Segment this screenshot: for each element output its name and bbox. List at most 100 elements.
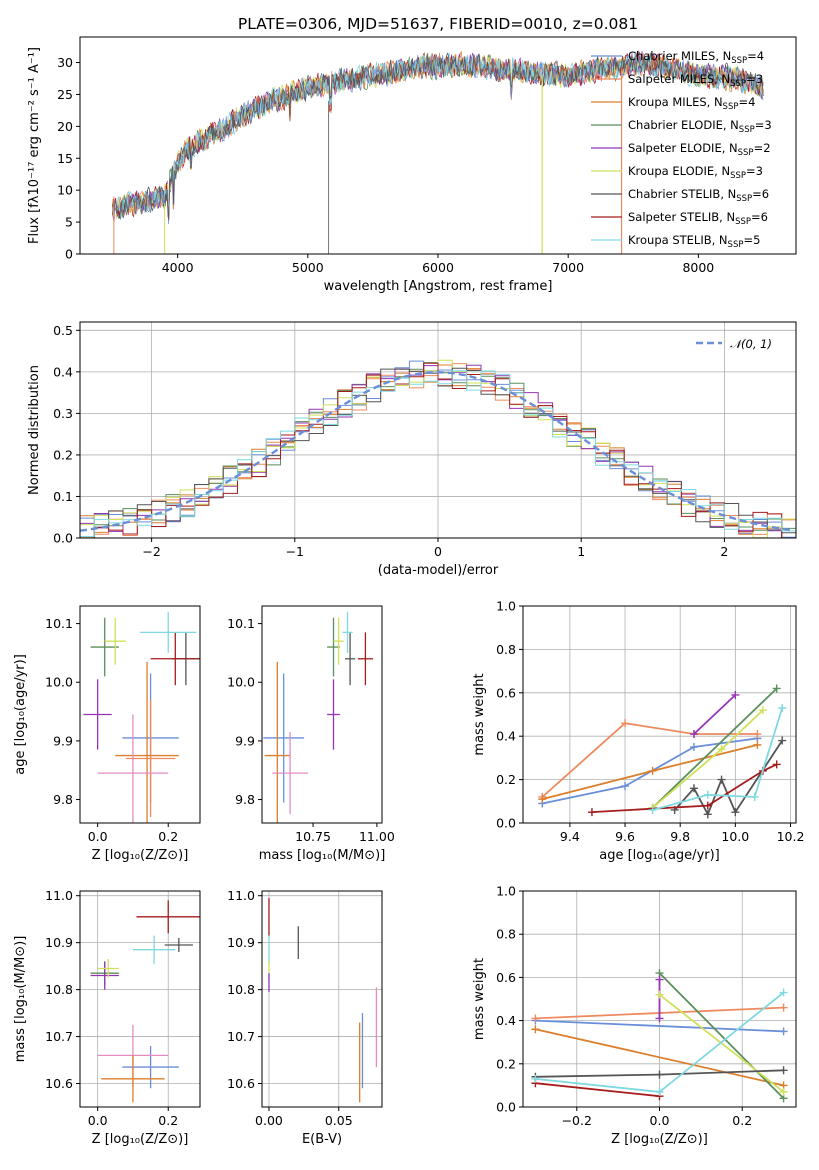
legend-entry: 𝒩(0, 1) xyxy=(730,337,772,351)
data-point xyxy=(717,775,726,784)
data-point xyxy=(655,1070,664,1079)
x-tick-label: 0.0 xyxy=(650,1113,670,1128)
mass-weight-line xyxy=(591,763,778,813)
x-tick-label: 4000 xyxy=(162,260,194,275)
mass-weight-line xyxy=(541,722,758,798)
data-point xyxy=(655,1014,664,1023)
x-tick-label: 0.2 xyxy=(158,829,178,844)
plot-area xyxy=(268,898,378,1103)
data-point xyxy=(779,1087,788,1096)
data-point xyxy=(772,760,781,769)
data-point xyxy=(779,1003,788,1012)
x-tick-label: −0.2 xyxy=(562,1113,592,1128)
y-tick-label: 0.0 xyxy=(496,1100,516,1115)
y-tick-label: 1.0 xyxy=(496,884,516,899)
x-tick-label: 2 xyxy=(720,544,728,559)
x-axis-label: Z [log₁₀(Z/Z⊙)] xyxy=(92,848,189,863)
y-axis-label: Normed distribution xyxy=(27,365,42,495)
data-point xyxy=(587,808,596,817)
y-tick-label: 0.2 xyxy=(496,772,516,787)
mass-weight-line xyxy=(693,694,736,735)
data-point xyxy=(689,784,698,793)
y-tick-label: 0.8 xyxy=(496,927,516,942)
data-point xyxy=(779,1027,788,1036)
legend-entry: Kroupa ELODIE, NSSP=3 xyxy=(628,164,763,181)
legend-entry: Kroupa STELIB, NSSP=5 xyxy=(628,233,760,250)
panel-residual-histogram: −2 −1 0 1 2 0.0 0.1 0.2 0.3 0.4 0.5 (data-model)/er… xyxy=(27,321,797,578)
y-tick-label: 0.4 xyxy=(53,364,73,379)
data-point xyxy=(703,810,712,819)
x-tick-label: 0.05 xyxy=(325,1113,353,1128)
x-tick-label: 10.2 xyxy=(777,829,805,844)
x-axis-label: Z [log₁₀(Z/Z⊙)] xyxy=(92,1132,189,1147)
y-tick-label: 0.1 xyxy=(53,489,73,504)
x-axis-label: wavelength [Angstrom, rest frame] xyxy=(324,279,553,294)
data-point xyxy=(753,740,762,749)
y-tick-label: 9.9 xyxy=(235,733,255,748)
data-point xyxy=(778,703,787,712)
data-point xyxy=(717,745,726,754)
axes-frame xyxy=(522,605,797,824)
data-point xyxy=(703,801,712,810)
x-tick-label: 9.6 xyxy=(615,829,635,844)
histogram-step xyxy=(80,370,796,537)
x-tick-label: 0.2 xyxy=(158,1113,178,1128)
data-point xyxy=(538,795,547,804)
x-tick-label: −1 xyxy=(286,544,304,559)
data-point xyxy=(531,1074,540,1083)
x-tick-label: 11.00 xyxy=(359,829,395,844)
y-tick-label: 10.8 xyxy=(227,982,255,997)
panel-age-vs-mass: 10.75 11.00 9.8 9.9 10.0 10.1 mass [log₁₀(M/M⊙… xyxy=(227,605,395,863)
legend-entry: Salpeter MILES, NSSP=3 xyxy=(628,72,763,89)
plot-area xyxy=(538,684,787,819)
y-tick-label: 30 xyxy=(57,55,73,70)
data-point xyxy=(531,1014,540,1023)
x-tick-label: 0 xyxy=(434,544,442,559)
axes-frame xyxy=(261,605,383,824)
y-tick-label: 10 xyxy=(57,183,73,198)
data-point xyxy=(648,805,657,814)
y-tick-label: 10.0 xyxy=(227,675,255,690)
panel-mass-weight-vs-Z: −0.2 0.0 0.2 0.0 0.2 0.4 0.6 0.8 1.0 Z [log₁₀(Z/Z… xyxy=(472,884,797,1147)
gaussian-curve xyxy=(80,371,794,532)
data-point xyxy=(531,1025,540,1034)
data-point xyxy=(689,730,698,739)
x-tick-label: 9.8 xyxy=(670,829,690,844)
y-tick-label: 10.7 xyxy=(45,1029,73,1044)
y-tick-label: 0.6 xyxy=(496,685,516,700)
x-tick-label: 5000 xyxy=(292,260,324,275)
mass-weight-line xyxy=(535,1082,660,1098)
panel-spectrum: 4000 5000 6000 7000 8000 0 5 10 15 20 25 30 waveleng… xyxy=(27,15,797,294)
y-axis-label: age [log₁₀(age/yr)] xyxy=(13,654,28,775)
x-axis-label: mass [log₁₀(M/M⊙)] xyxy=(259,848,386,863)
data-point xyxy=(772,684,781,693)
y-tick-label: 25 xyxy=(57,87,73,102)
x-tick-label: 0.00 xyxy=(255,1113,283,1128)
data-point xyxy=(779,988,788,997)
data-point xyxy=(778,736,787,745)
y-tick-label: 10.0 xyxy=(45,675,73,690)
mass-weight-line xyxy=(658,972,785,1100)
x-axis-label: (data-model)/error xyxy=(378,563,499,578)
panel-mass-vs-Z: 0.0 0.2 10.6 10.7 10.8 10.9 11.0 Z [log₁₀(Z/Z⊙)… xyxy=(13,888,201,1147)
y-tick-label: 10.1 xyxy=(45,616,73,631)
data-point xyxy=(750,792,759,801)
y-tick-label: 0.5 xyxy=(53,323,73,338)
y-tick-label: 9.8 xyxy=(235,792,255,807)
data-point xyxy=(655,975,664,984)
legend-entry: Chabrier STELIB, NSSP=6 xyxy=(628,187,769,204)
panel-age-vs-Z: 0.0 0.2 9.8 9.9 10.0 10.1 Z [log₁₀(Z/Z⊙)] age [… xyxy=(13,605,201,863)
x-tick-label: 9.4 xyxy=(560,829,580,844)
chart-title: PLATE=0306, MJD=51637, FIBERID=0010, z=0… xyxy=(238,15,638,33)
x-tick-label: 10.75 xyxy=(295,829,331,844)
spectrum-line xyxy=(112,51,764,219)
y-tick-label: 10.9 xyxy=(45,935,73,950)
data-point xyxy=(689,743,698,752)
plot-area xyxy=(531,969,788,1103)
x-axis-label: E(B-V) xyxy=(302,1132,342,1147)
y-tick-label: 10.9 xyxy=(227,935,255,950)
plot-area xyxy=(90,900,200,1103)
y-tick-label: 10.6 xyxy=(45,1076,73,1091)
y-tick-label: 10.7 xyxy=(227,1029,255,1044)
data-point xyxy=(731,690,740,699)
